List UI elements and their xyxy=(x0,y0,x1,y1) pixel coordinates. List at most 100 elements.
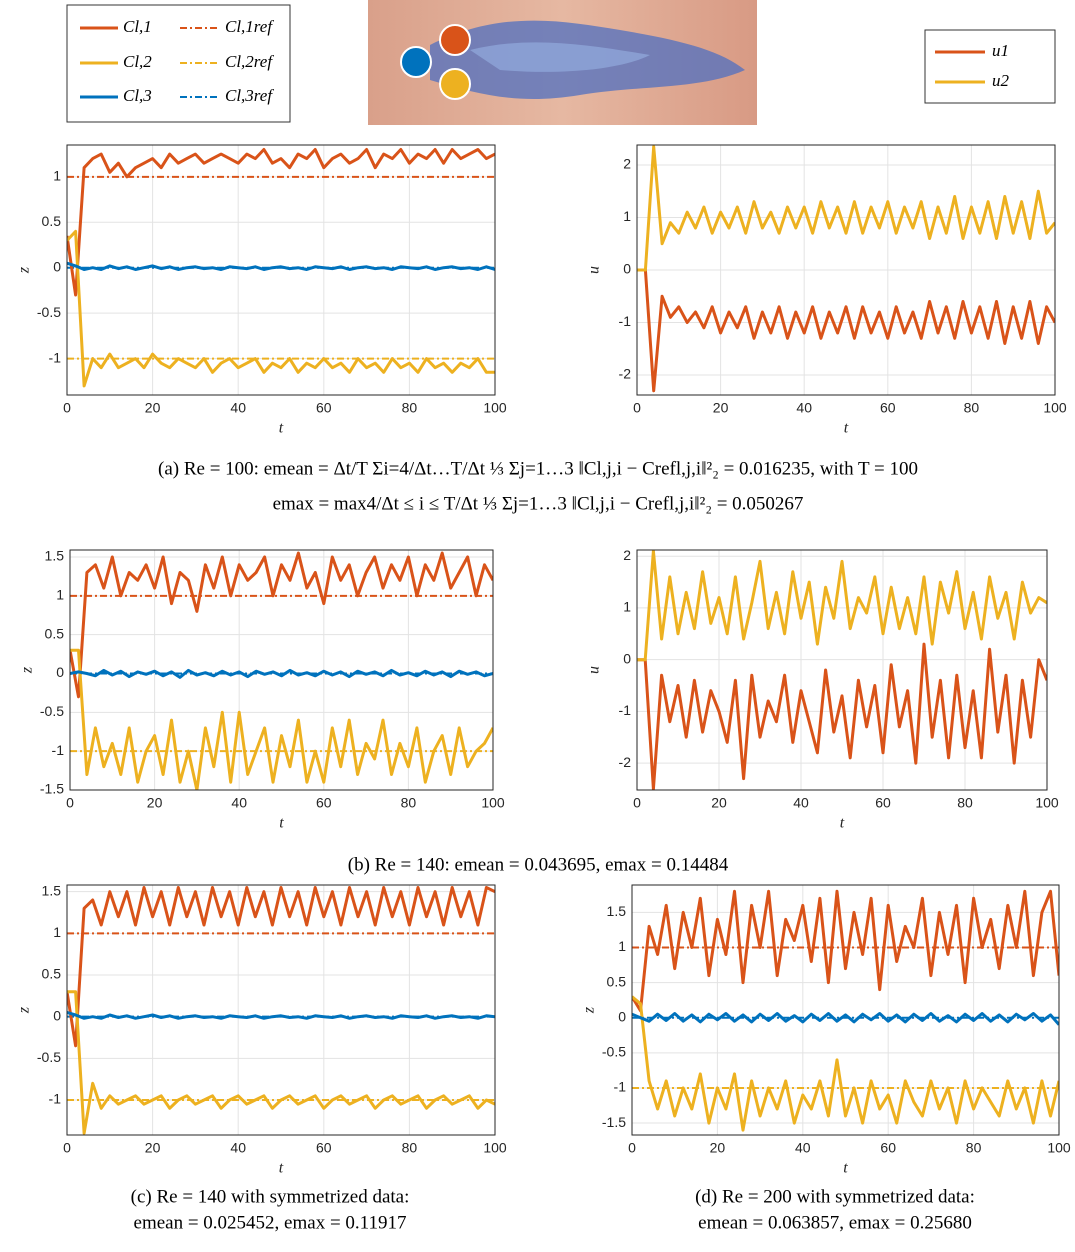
x-tick-label: 80 xyxy=(966,1140,982,1156)
caption: (d) Re = 200 with symmetrized data: xyxy=(695,1186,975,1207)
x-tick-label: 60 xyxy=(316,1140,332,1156)
x-tick-label: 20 xyxy=(145,1140,161,1156)
y-tick-label: 2 xyxy=(623,156,631,172)
caption: emean = 0.063857, emax = 0.25680 xyxy=(698,1212,972,1233)
y-tick-label: 1.5 xyxy=(45,548,65,564)
x-tick-label: 100 xyxy=(1047,1140,1071,1156)
x-tick-label: 100 xyxy=(481,795,505,811)
legend-label: Cl,2 xyxy=(123,52,152,71)
chart: 020406080100-1.5-1-0.500.511.5tz xyxy=(581,885,1071,1177)
x-axis-label: t xyxy=(279,1160,284,1177)
y-tick-label: -1 xyxy=(619,313,632,329)
x-tick-label: 100 xyxy=(1043,400,1067,416)
caption: emean = 0.025452, emax = 0.11917 xyxy=(134,1212,407,1233)
x-tick-label: 80 xyxy=(402,400,418,416)
caption: (b) Re = 140: emean = 0.043695, emax = 0… xyxy=(348,854,729,875)
y-tick-label: 0.5 xyxy=(42,966,62,982)
y-axis-label: u xyxy=(586,266,603,274)
y-tick-label: 0 xyxy=(618,1008,626,1024)
y-axis-label: z xyxy=(581,1006,598,1014)
y-tick-label: 0 xyxy=(56,664,64,680)
legend-label: u2 xyxy=(992,71,1010,90)
y-tick-label: -2 xyxy=(619,366,632,382)
y-tick-label: 0 xyxy=(623,261,631,277)
y-axis-label: z xyxy=(16,1006,33,1014)
legend-label: u1 xyxy=(992,41,1009,60)
y-tick-label: 1 xyxy=(56,587,64,603)
caption: (a) Re = 100: emean = Δt/T Σi=4/Δt…T/Δt … xyxy=(158,458,918,479)
y-tick-label: 1.5 xyxy=(42,882,62,898)
y-tick-label: -2 xyxy=(619,754,632,770)
x-tick-label: 60 xyxy=(880,400,896,416)
y-tick-label: -0.5 xyxy=(37,1049,61,1065)
y-axis-label: z xyxy=(16,266,33,274)
x-tick-label: 60 xyxy=(875,795,891,811)
x-tick-label: 40 xyxy=(230,1140,246,1156)
x-tick-label: 0 xyxy=(66,795,74,811)
x-tick-label: 40 xyxy=(231,795,247,811)
y-tick-label: 0 xyxy=(53,1007,61,1023)
y-tick-label: 1 xyxy=(623,208,631,224)
legend-label: Cl,1 xyxy=(123,17,152,36)
y-tick-label: 0.5 xyxy=(42,213,62,229)
x-tick-label: 100 xyxy=(483,400,507,416)
chart: 0 20 40 60 80 100 -2 -1 0 1 2 t u xyxy=(586,145,1067,437)
plot-area xyxy=(637,550,1047,790)
x-tick-label: 0 xyxy=(63,1140,71,1156)
plot-area xyxy=(67,145,495,395)
x-tick-label: 40 xyxy=(793,795,809,811)
x-tick-label: 60 xyxy=(880,1140,896,1156)
legend-label: Cl,3ref xyxy=(225,86,274,105)
x-tick-label: 100 xyxy=(483,1140,507,1156)
y-tick-label: 0 xyxy=(623,650,631,666)
x-tick-label: 0 xyxy=(63,400,71,416)
x-tick-label: 20 xyxy=(711,795,727,811)
chart: 0 20 40 60 80 100 -1.5 -1 -0.5 0 0.5 1 1.5 t z xyxy=(19,548,505,832)
x-tick-label: 80 xyxy=(964,400,980,416)
y-tick-label: -1.5 xyxy=(40,781,64,797)
x-tick-label: 80 xyxy=(957,795,973,811)
x-tick-label: 20 xyxy=(147,795,163,811)
y-tick-label: 2 xyxy=(623,547,631,563)
y-tick-label: -1 xyxy=(52,742,65,758)
y-tick-label: 0.5 xyxy=(45,625,65,641)
x-tick-label: 0 xyxy=(633,400,641,416)
legend-label: Cl,2ref xyxy=(225,52,274,71)
x-tick-label: 20 xyxy=(145,400,161,416)
x-tick-label: 0 xyxy=(633,795,641,811)
y-tick-label: -1 xyxy=(49,1091,62,1107)
x-tick-label: 60 xyxy=(316,795,332,811)
x-axis-label: t xyxy=(279,420,284,437)
y-tick-label: -1 xyxy=(49,349,62,365)
legend-label: Cl,3 xyxy=(123,86,152,105)
x-axis-label: t xyxy=(844,420,849,437)
caption: emax = max4/Δt ≤ i ≤ T/Δt ⅓ Σj=1…3 ‖Cl,j… xyxy=(273,493,804,514)
x-axis-label: t xyxy=(279,815,284,832)
caption: (c) Re = 140 with symmetrized data: xyxy=(131,1186,410,1207)
x-tick-label: 80 xyxy=(401,795,417,811)
y-tick-label: 1 xyxy=(623,599,631,615)
x-tick-label: 60 xyxy=(316,400,332,416)
x-tick-label: 40 xyxy=(230,400,246,416)
figure: (a) Re = 100: emean = Δt/T Σi=4/Δt…T/Δt … xyxy=(0,0,1075,1247)
y-tick-label: 0.5 xyxy=(607,973,627,989)
y-axis-label: u xyxy=(586,666,603,674)
x-tick-label: 40 xyxy=(796,400,812,416)
x-tick-label: 40 xyxy=(795,1140,811,1156)
legend-label: Cl,1ref xyxy=(225,17,274,36)
x-tick-label: 0 xyxy=(628,1140,636,1156)
y-tick-label: 0 xyxy=(53,258,61,274)
y-tick-label: 1 xyxy=(618,938,626,954)
y-axis-label: z xyxy=(19,666,36,674)
y-tick-label: 1 xyxy=(53,924,61,940)
y-tick-label: -0.5 xyxy=(40,703,64,719)
chart: 0 20 40 60 80 100 -2 -1 0 1 2 t u xyxy=(586,547,1059,832)
y-tick-label: -0.5 xyxy=(602,1044,626,1060)
x-tick-label: 100 xyxy=(1035,795,1059,811)
x-axis-label: t xyxy=(840,815,845,832)
y-tick-label: -1 xyxy=(619,702,632,718)
x-tick-label: 20 xyxy=(713,400,729,416)
y-tick-label: 1.5 xyxy=(607,903,627,919)
